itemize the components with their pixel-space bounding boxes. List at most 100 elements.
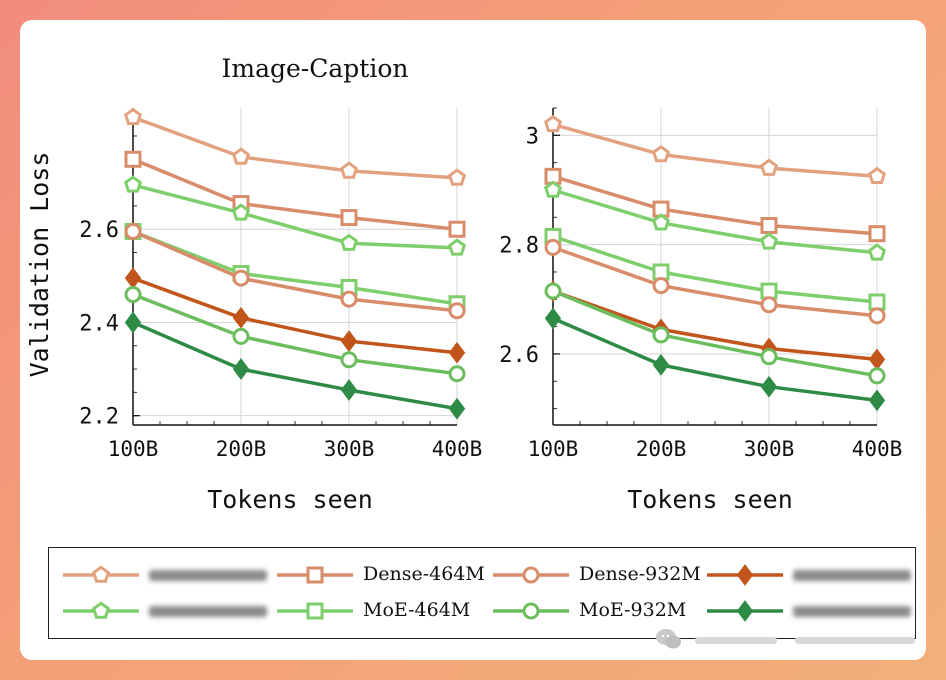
series-8 xyxy=(544,307,886,412)
data-point-diamond xyxy=(124,267,142,290)
x-tick-label: 200B xyxy=(216,437,267,461)
data-point-diamond xyxy=(340,379,358,401)
data-point-pentagon xyxy=(447,238,467,256)
series-5 xyxy=(544,238,886,325)
series-line xyxy=(132,157,458,231)
data-point-pentagon xyxy=(231,203,251,221)
series-4 xyxy=(124,223,466,313)
data-point-square xyxy=(760,217,778,235)
x-tick-label: 400B xyxy=(852,437,903,461)
data-point-diamond xyxy=(232,358,250,380)
legend-label xyxy=(149,565,267,584)
series-7 xyxy=(544,282,886,385)
series-line xyxy=(132,115,458,180)
plots: 2.2 2.4 2.6 100B 200B 300B 400B Tokens seen Vali… xyxy=(25,107,903,514)
data-point-circle xyxy=(448,302,466,320)
data-point-diamond xyxy=(340,330,358,352)
data-point-square xyxy=(868,293,886,311)
data-point-pentagon xyxy=(123,107,143,126)
data-point-pentagon xyxy=(447,168,467,186)
series-line xyxy=(132,229,458,313)
data-point-pentagon xyxy=(231,147,251,165)
data-point-square xyxy=(448,220,466,238)
y-tick-label: 2.6 xyxy=(79,218,119,243)
legend-label: MoE-932M xyxy=(579,599,687,621)
data-point-circle xyxy=(448,365,466,383)
watermark xyxy=(655,625,917,655)
data-point-pentagon xyxy=(339,233,359,251)
series-1 xyxy=(123,107,467,186)
data-point-circle xyxy=(232,269,250,287)
data-point-pentagon xyxy=(759,158,779,176)
series-line xyxy=(552,188,878,255)
wechat-icon xyxy=(656,629,681,649)
data-point-circle xyxy=(124,285,142,303)
data-point-circle xyxy=(760,296,778,314)
legend-swatch xyxy=(63,601,139,619)
data-point-diamond xyxy=(736,600,754,622)
series-line xyxy=(552,234,878,304)
data-point-pentagon xyxy=(339,161,359,179)
series-line xyxy=(132,292,458,376)
legend-row: MoE-464M MoE-932M xyxy=(49,596,915,626)
x-tick-label: 400B xyxy=(432,437,483,461)
data-point-diamond xyxy=(652,353,670,376)
data-point-pentagon xyxy=(91,601,111,619)
data-point-circle xyxy=(124,223,142,241)
data-point-circle xyxy=(544,238,562,256)
panel-2: 2.6 2.8 3 100B 200B 300B 400B Tokens seen xyxy=(499,107,903,514)
legend-label-obscured xyxy=(149,606,267,617)
data-point-circle xyxy=(522,566,540,584)
series-line xyxy=(552,174,878,236)
data-point-diamond xyxy=(736,564,754,586)
series-line xyxy=(552,122,878,179)
series-line xyxy=(132,276,458,355)
data-point-square xyxy=(868,225,886,243)
data-point-pentagon xyxy=(123,175,143,193)
panel-1: 2.2 2.4 2.6 100B 200B 300B 400B Tokens seen Vali… xyxy=(25,107,483,514)
data-point-diamond xyxy=(760,375,778,398)
data-point-circle xyxy=(544,282,562,300)
data-point-square xyxy=(306,566,324,584)
series-4 xyxy=(544,227,886,311)
data-point-circle xyxy=(232,327,250,345)
legend-row: Dense-464M Dense-932M xyxy=(49,560,915,590)
data-point-diamond xyxy=(232,306,250,329)
data-point-circle xyxy=(652,277,670,295)
legend-label-obscured xyxy=(149,570,267,581)
data-point-circle xyxy=(868,307,886,325)
data-point-circle xyxy=(868,367,886,385)
series-line xyxy=(552,316,878,403)
data-point-circle xyxy=(522,602,540,620)
data-point-square xyxy=(652,263,670,281)
y-tick-label: 3 xyxy=(526,124,539,149)
x-axis-label: Tokens seen xyxy=(207,485,373,514)
series-line xyxy=(552,289,878,378)
legend-swatch xyxy=(63,565,139,583)
legend-label: Dense-932M xyxy=(579,563,701,585)
data-point-pentagon xyxy=(543,180,563,198)
legend-swatch xyxy=(277,602,353,620)
x-tick-label: 300B xyxy=(324,437,375,461)
data-point-diamond xyxy=(124,311,142,334)
legend-label-obscured xyxy=(793,570,911,581)
legend-label: Dense-464M xyxy=(363,563,485,585)
series-line xyxy=(552,289,878,362)
series-8 xyxy=(124,311,466,420)
data-point-circle xyxy=(340,351,358,369)
data-point-diamond xyxy=(868,389,886,412)
watermark-bar xyxy=(695,637,777,644)
y-tick-label: 2.4 xyxy=(79,311,119,336)
series-line xyxy=(132,320,458,411)
legend-label xyxy=(793,601,911,620)
data-point-pentagon xyxy=(651,144,671,163)
data-point-circle xyxy=(760,348,778,366)
series-7 xyxy=(124,285,466,383)
data-point-pentagon xyxy=(651,213,671,231)
legend-label-obscured xyxy=(793,606,911,617)
data-point-square xyxy=(340,209,358,227)
data-point-circle xyxy=(652,326,670,344)
y-axis-label: Validation Loss xyxy=(25,152,54,378)
legend-label xyxy=(149,601,267,620)
data-point-diamond xyxy=(448,341,466,364)
